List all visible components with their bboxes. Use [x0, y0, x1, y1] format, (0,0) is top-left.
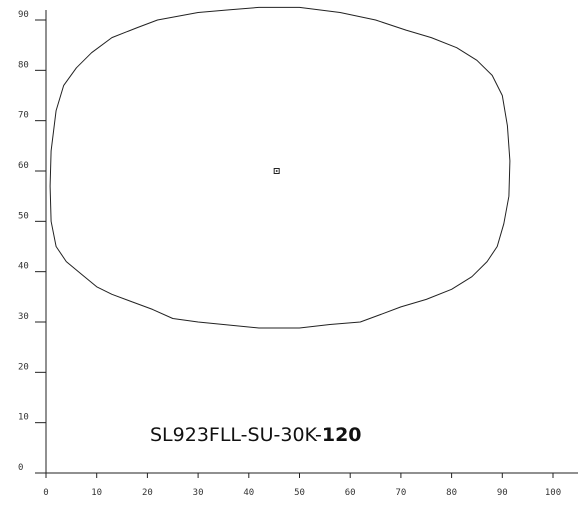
center-marker-dot	[275, 170, 278, 172]
tick-marks	[35, 19, 554, 478]
chart-title-bold: 120	[321, 424, 362, 446]
axes	[35, 10, 578, 474]
y-tick-label: 30	[18, 312, 29, 322]
x-tick-label: 60	[345, 488, 356, 498]
x-tick-label: 70	[395, 488, 406, 498]
x-tick-label: 30	[193, 488, 204, 498]
distribution-curve	[49, 6, 511, 329]
x-tick-label: 100	[545, 488, 561, 498]
x-tick-label: 20	[142, 488, 153, 498]
y-tick-label: 80	[18, 60, 29, 70]
chart-title: SL923FLL-SU-30K-120	[150, 424, 362, 446]
x-tick-label: 0	[43, 488, 48, 498]
y-tick-label: 0	[18, 463, 23, 473]
x-tick-label: 40	[243, 488, 254, 498]
chart-title-prefix: SL923FLL-SU-30K-	[150, 424, 322, 446]
x-tick-label: 80	[446, 488, 457, 498]
y-tick-label: 90	[18, 10, 29, 20]
y-tick-label: 60	[18, 161, 29, 171]
y-tick-label: 50	[18, 211, 29, 221]
y-tick-label: 10	[18, 413, 29, 423]
y-tick-label: 40	[18, 262, 29, 272]
series-group	[49, 6, 511, 329]
x-tick-label: 50	[294, 488, 305, 498]
y-tick-label: 70	[18, 111, 29, 121]
x-tick-label: 10	[91, 488, 102, 498]
y-tick-label: 20	[18, 362, 29, 372]
tick-labels: 0 10 20 30 40 50 60 70 80 90 100 0 10 20 30 40 50 60 70 80 9…	[18, 10, 561, 498]
center-marker-group	[273, 168, 280, 174]
x-tick-label: 90	[497, 488, 508, 498]
